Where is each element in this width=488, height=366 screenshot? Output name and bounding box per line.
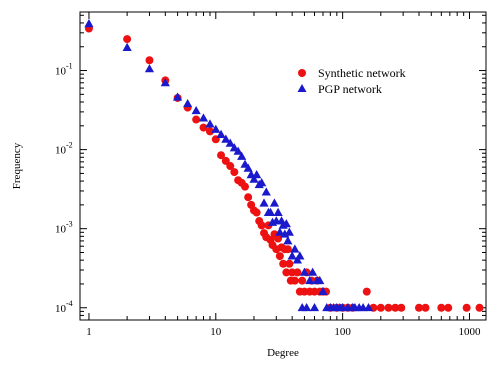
y-tick-label: 10: [55, 66, 67, 78]
pgp-point: [183, 98, 193, 108]
pgp-point: [275, 227, 285, 236]
y-tick-exponent: -4: [66, 299, 73, 308]
synthetic-point: [293, 268, 302, 277]
synthetic-point: [199, 123, 208, 132]
pgp-point: [225, 138, 235, 147]
pgp-point: [191, 105, 201, 115]
pgp-point: [302, 302, 312, 312]
pgp-point: [308, 267, 318, 276]
legend-label-pgp: PGP network: [318, 82, 382, 96]
synthetic-point: [298, 276, 307, 285]
pgp-point: [252, 170, 262, 179]
pgp-point: [284, 227, 294, 236]
synthetic-point: [244, 193, 253, 202]
pgp-point: [315, 275, 325, 285]
legend-marker-synthetic: [298, 69, 306, 77]
synthetic-point: [123, 35, 132, 44]
synthetic-point: [437, 303, 446, 312]
y-axis-title: Frequency: [11, 142, 23, 189]
synthetic-point: [285, 259, 294, 268]
pgp-point: [283, 236, 293, 245]
y-tick-label: 10: [55, 303, 67, 315]
pgp-point: [205, 119, 215, 128]
pgp-point: [363, 302, 374, 312]
y-tick-label: 10: [55, 145, 67, 157]
pgp-point: [261, 187, 271, 196]
pgp-point: [305, 275, 315, 285]
synthetic-point: [282, 268, 291, 277]
pgp-point: [84, 19, 94, 28]
synthetic-point: [290, 276, 299, 285]
synthetic-point: [414, 303, 423, 312]
pgp-point: [249, 174, 259, 183]
pgp-point: [318, 286, 328, 296]
synthetic-point: [226, 162, 235, 171]
synthetic-point: [397, 303, 406, 312]
synthetic-point: [283, 245, 292, 254]
pgp-point: [221, 134, 231, 143]
series-pgp: [84, 19, 374, 312]
synthetic-point: [252, 208, 261, 217]
pgp-point: [160, 77, 170, 87]
x-axis-title: Degree: [267, 347, 299, 359]
axis-ticks: [80, 12, 486, 321]
legend-label-synthetic: Synthetic network: [318, 66, 406, 80]
pgp-point: [233, 146, 243, 155]
pgp-point: [309, 302, 320, 312]
pgp-point: [281, 219, 291, 228]
synthetic-point: [145, 56, 154, 65]
pgp-point: [257, 178, 267, 187]
pgp-point: [173, 92, 183, 101]
pgp-point: [290, 244, 300, 253]
legend-marker-pgp: [297, 84, 307, 92]
series-layer: [84, 19, 484, 312]
legend: Synthetic network PGP network: [297, 66, 406, 96]
synthetic-point: [205, 127, 214, 136]
synthetic-point: [444, 303, 453, 312]
pgp-point: [211, 124, 221, 133]
plot-frame: [79, 11, 487, 321]
pgp-point: [295, 251, 305, 260]
x-tick-label: 10: [210, 326, 222, 338]
pgp-point: [287, 251, 297, 260]
synthetic-point: [475, 303, 484, 312]
pgp-point: [122, 42, 132, 52]
pgp-point: [198, 113, 209, 122]
synthetic-point: [362, 287, 371, 296]
pgp-point: [216, 129, 226, 138]
x-tick-label: 1: [86, 326, 92, 338]
y-tick-exponent: -3: [66, 220, 73, 229]
y-tick-exponent: -2: [66, 141, 73, 150]
synthetic-point: [384, 303, 393, 312]
synthetic-point: [274, 234, 283, 243]
synthetic-point: [391, 303, 400, 312]
pgp-point: [299, 267, 310, 276]
synthetic-point: [462, 303, 471, 312]
synthetic-point: [241, 182, 250, 191]
synthetic-point: [421, 303, 430, 312]
pgp-point: [144, 64, 155, 73]
pgp-point: [269, 198, 280, 207]
synthetic-point: [279, 259, 288, 268]
y-tick-exponent: -1: [66, 62, 73, 71]
pgp-point: [265, 207, 276, 216]
x-tick-label: 1000: [458, 326, 481, 338]
pgp-point: [243, 163, 253, 172]
pgp-point: [273, 207, 283, 216]
y-tick-label: 10: [55, 224, 67, 236]
synthetic-point: [275, 252, 284, 261]
synthetic-point: [192, 115, 201, 124]
x-tick-label: 100: [334, 326, 351, 338]
pgp-point: [237, 151, 247, 160]
synthetic-point: [217, 151, 226, 160]
synthetic-point: [257, 221, 266, 230]
synthetic-point: [230, 168, 239, 177]
synthetic-point: [376, 303, 385, 312]
pgp-point: [259, 198, 269, 207]
